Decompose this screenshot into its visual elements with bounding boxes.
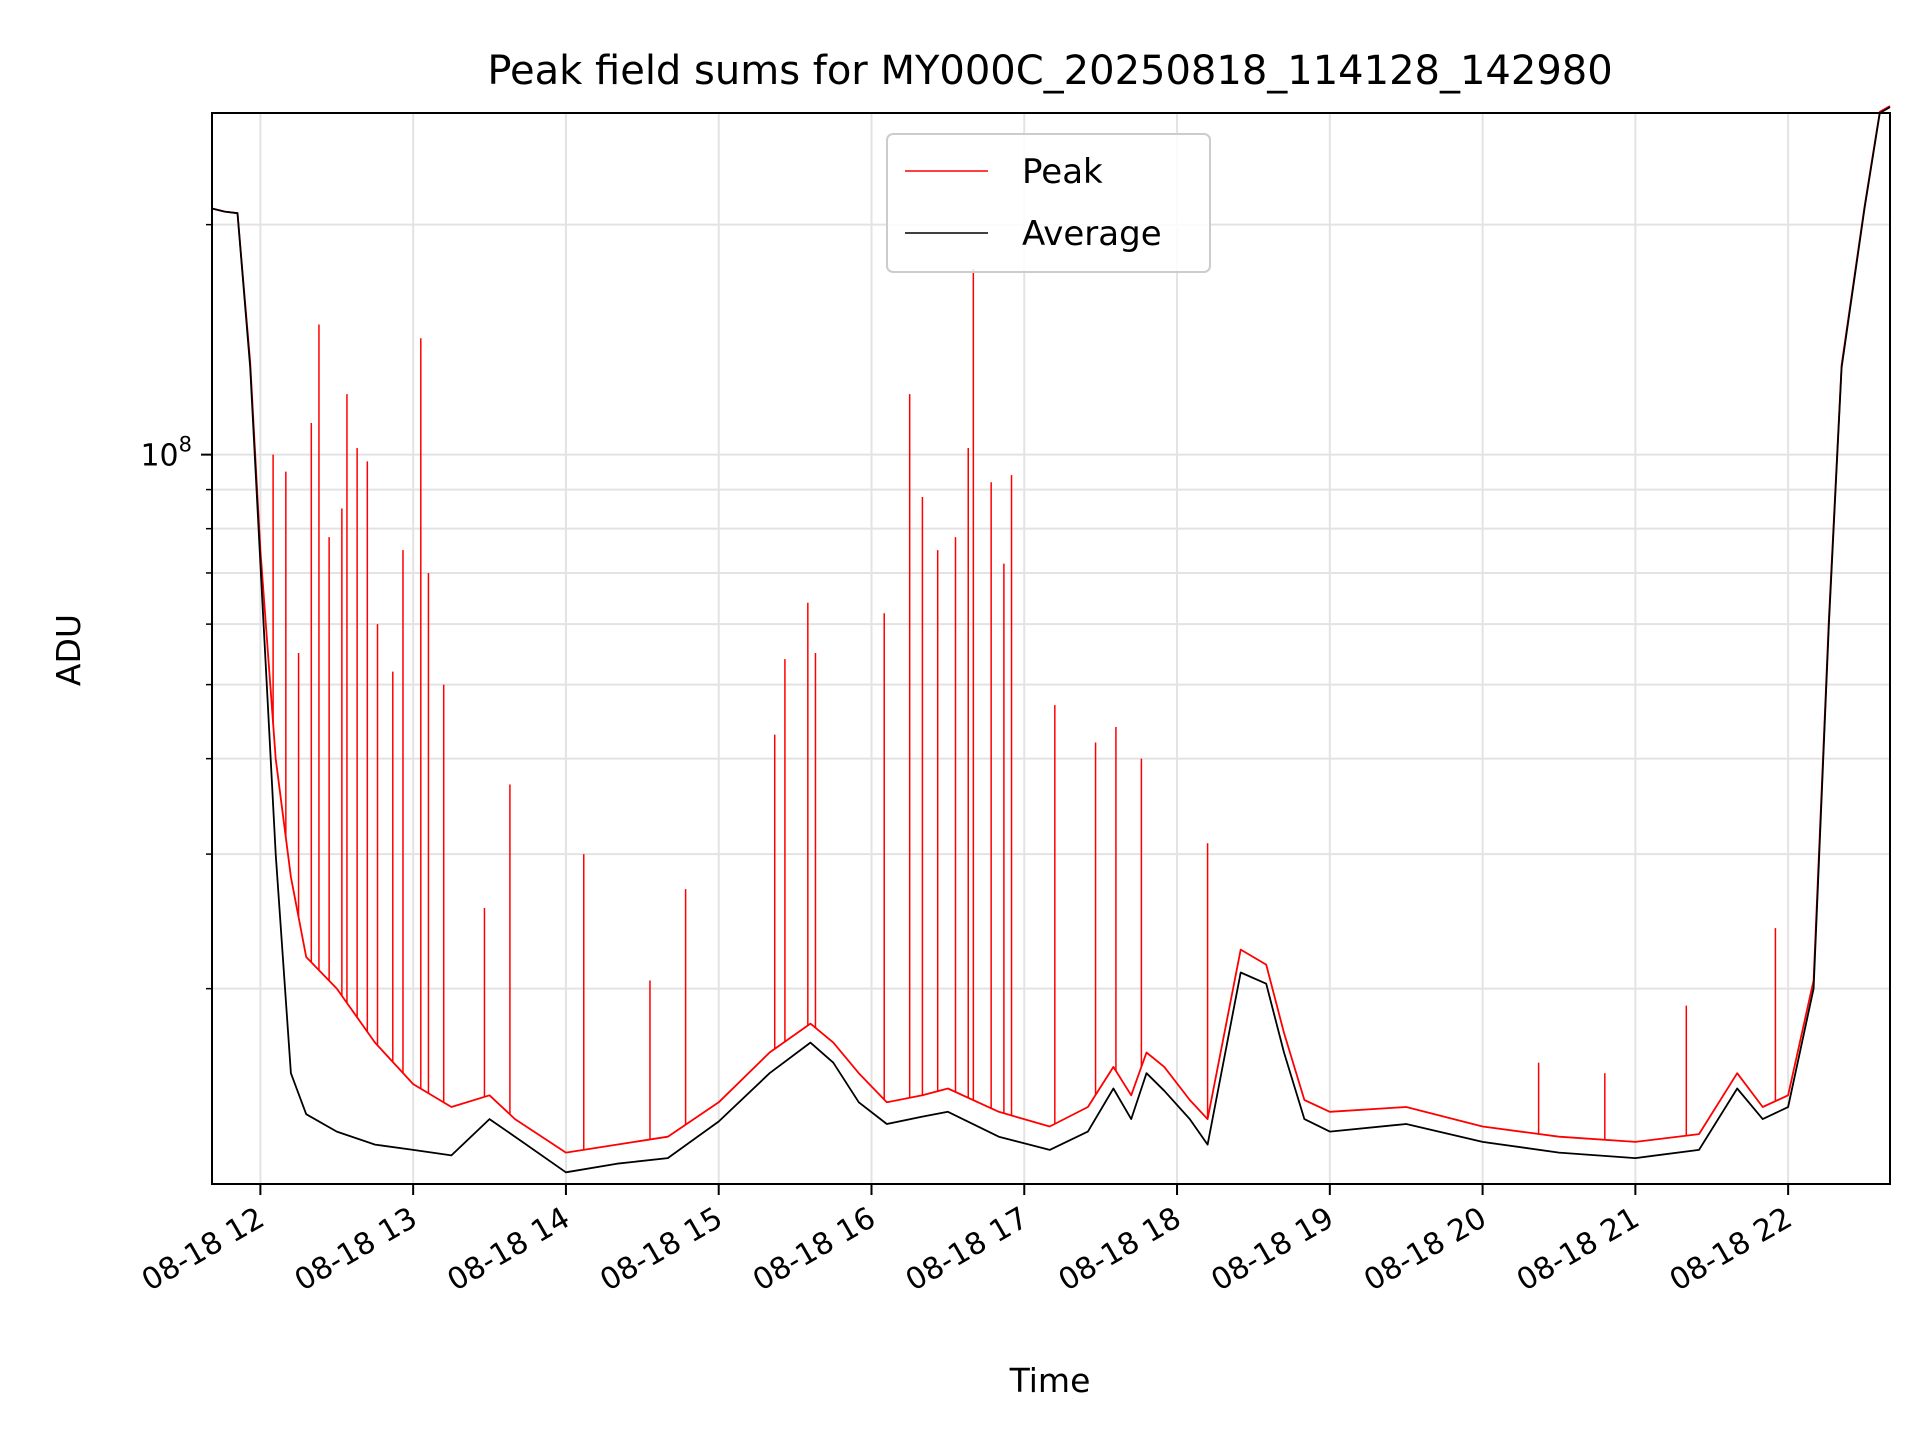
plot-frame: [211, 112, 1891, 1185]
x-axis-label: Time: [1009, 1361, 1091, 1400]
chart-title: Peak field sums for MY000C_20250818_1141…: [487, 48, 1612, 94]
legend-box: [886, 133, 1211, 273]
average-series-line: [211, 106, 1891, 1174]
legend-peak-label: Peak: [1022, 152, 1103, 192]
legend: Peak Average: [886, 133, 1211, 273]
series-layer: [211, 105, 1891, 1174]
y-tick-label: 108: [140, 433, 192, 474]
grid: [212, 113, 1890, 1184]
legend-average-label: Average: [1022, 214, 1162, 254]
peak-series-line: [211, 105, 1891, 1154]
y-axis-label: ADU: [49, 614, 88, 686]
